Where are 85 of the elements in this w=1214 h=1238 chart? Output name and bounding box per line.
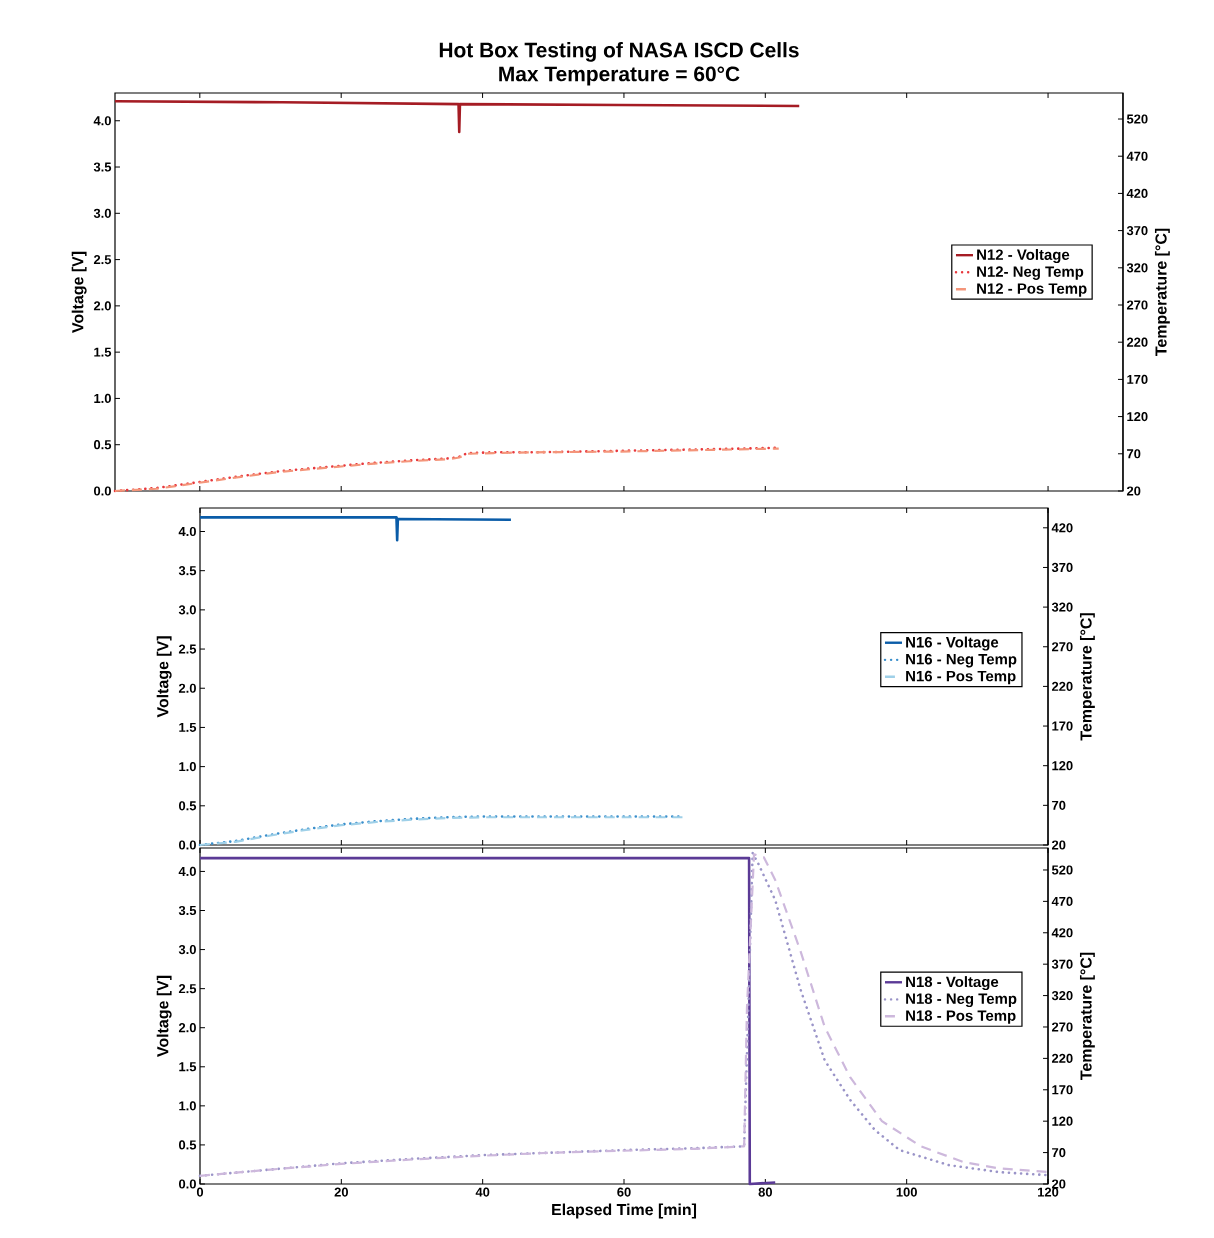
y-tick-label: 1.0 [94,393,111,404]
y2-tick-label: 170 [1127,374,1148,384]
y-tick-label: 4.0 [93,116,111,126]
y2-axis-title: Temperature [°C] [1154,228,1170,356]
y-tick-label: 2.0 [93,301,111,311]
y2-tick-label: 520 [1051,865,1073,875]
y-tick-label: 2.0 [178,683,196,693]
y2-tick-label: 20 [1126,486,1141,496]
y-axis-title: Voltage [V] [156,975,172,1057]
y2-tick-label: 220 [1126,337,1148,347]
y2-tick-label: 320 [1051,602,1073,612]
y-tick-label: 2.5 [93,255,112,265]
y2-tick-label: 20 [1051,1179,1066,1189]
y2-tick-label: 270 [1126,300,1148,310]
line-series [198,516,513,542]
y-tick-label: 1.5 [179,1062,197,1072]
x-tick-label: 20 [334,1187,349,1197]
legend-label: N12 - Pos Temp [977,283,1087,297]
y2-tick-label: 120 [1127,412,1148,422]
y2-axis-title: Temperature [°C] [1079,952,1095,1080]
y-tick-label: 0.5 [93,440,112,450]
y2-tick-label: 220 [1051,681,1073,691]
y2-tick-label: 70 [1127,449,1141,459]
y2-tick-label: 320 [1051,990,1073,1001]
x-tick-label: 100 [896,1187,917,1197]
y2-tick-label: 70 [1052,800,1066,810]
y2-tick-label: 270 [1051,1022,1073,1032]
y2-tick-label: 220 [1051,1053,1073,1063]
y-tick-label: 2.5 [178,644,197,654]
y2-tick-label: 420 [1051,928,1073,938]
legend-label: N18 - Neg Temp [906,993,1017,1008]
y2-tick-label: 370 [1051,959,1073,969]
y-tick-label: 3.0 [178,944,196,955]
y2-tick-label: 520 [1126,114,1148,124]
y-tick-label: 3.0 [93,208,111,218]
y2-tick-label: 120 [1052,1116,1073,1126]
y2-tick-label: 370 [1126,226,1148,236]
legend-label: N12- Neg Temp [977,266,1084,280]
y-tick-label: 4.0 [178,526,196,537]
y-axis-title: Voltage [V] [156,636,172,718]
legend-label: N16 - Neg Temp [906,653,1017,668]
y2-tick-label: 270 [1051,642,1073,652]
y-tick-label: 3.5 [178,905,197,916]
y-tick-label: 0.0 [178,840,196,850]
y-tick-label: 3.5 [178,566,197,576]
legend-label: N18 - Pos Temp [906,1010,1016,1024]
legend-label: N12 - Voltage [977,249,1070,264]
legend-label: N18 - Voltage [906,976,999,991]
x-tick-label: 0 [196,1187,204,1197]
line-series [113,100,801,134]
y-tick-label: 1.0 [179,762,196,772]
chart-subtitle: Max Temperature = 60°C [499,66,740,86]
x-tick-label: 40 [475,1187,490,1197]
legend-label: N16 - Voltage [906,636,999,651]
x-tick-label: 80 [758,1187,773,1197]
y2-tick-label: 420 [1051,523,1073,533]
y2-tick-label: 120 [1052,761,1073,771]
y-tick-label: 0.5 [178,801,197,811]
y2-tick-label: 370 [1051,562,1073,573]
y2-tick-label: 470 [1051,896,1073,906]
y-tick-label: 2.0 [178,1023,196,1033]
x-axis-title: Elapsed Time [min] [552,1203,697,1219]
y2-tick-label: 20 [1051,840,1066,850]
y2-tick-label: 470 [1126,151,1148,161]
chart-title: Hot Box Testing of NASA ISCD Cells [439,42,799,62]
y-tick-label: 0.5 [178,1140,197,1150]
y-tick-label: 0.0 [178,1179,196,1189]
legend-label: N16 - Pos Temp [906,670,1016,685]
y2-tick-label: 70 [1052,1148,1066,1158]
x-tick-label: 120 [1038,1187,1059,1197]
y2-tick-label: 320 [1126,263,1148,273]
y2-axis-title: Temperature [°C] [1079,613,1095,741]
y2-tick-label: 170 [1052,1085,1073,1095]
y-tick-label: 2.5 [178,984,197,994]
x-tick-label: 60 [617,1187,631,1197]
y-tick-label: 1.5 [179,722,197,732]
y-tick-label: 1.0 [179,1101,196,1111]
y-tick-label: 4.0 [178,866,196,877]
y2-tick-label: 170 [1052,721,1073,731]
y-tick-label: 1.5 [94,347,112,357]
y-tick-label: 3.0 [178,605,196,615]
y-tick-label: 3.5 [93,162,112,172]
y-axis-title: Voltage [V] [71,251,87,333]
y-tick-label: 0.0 [93,486,111,496]
y2-tick-label: 420 [1126,188,1148,198]
